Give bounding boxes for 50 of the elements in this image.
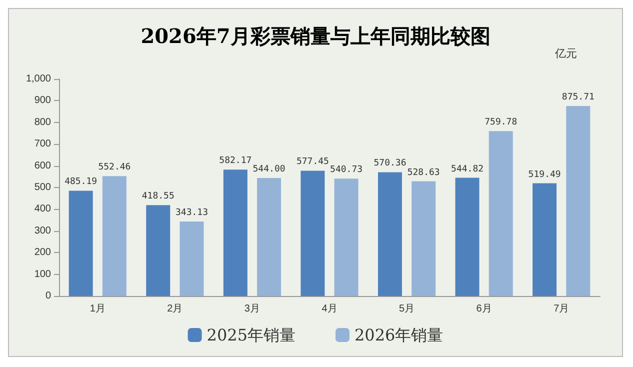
x-tick-label: 5月 [399,304,415,314]
y-tick-label: 900 [34,95,52,106]
data-label: 540.73 [330,165,363,176]
bar [180,222,204,296]
y-tick-label: 1,000 [26,74,52,84]
data-label: 544.82 [451,164,484,174]
bar [146,205,170,296]
bar [378,172,402,296]
bar [334,178,358,296]
x-tick-label: 7月 [554,304,570,314]
bar [455,178,480,296]
y-axis-title: 亿元 [554,47,577,60]
y-tick-label: 600 [34,160,52,172]
bar [532,183,557,296]
data-label: 418.55 [142,192,174,202]
legend-label: 2026年销量 [354,326,444,344]
data-label: 552.46 [98,162,131,173]
x-tick-label: 4月 [322,304,338,314]
x-tick-label: 6月 [476,304,492,314]
y-tick-label: 800 [34,116,52,128]
x-tick-label: 3月 [244,304,260,314]
bar [257,178,282,296]
y-tick-label: 400 [34,204,52,215]
x-tick-label: 1月 [90,304,106,314]
y-tick-label: 300 [34,225,52,236]
bar [68,190,93,296]
data-label: 544.00 [252,164,286,174]
y-tick-label: 100 [34,268,52,280]
bar [300,170,325,296]
data-label: 582.17 [219,156,252,166]
bar [102,176,126,296]
bar [412,181,436,296]
x-tick-label: 2月 [167,304,183,314]
data-label: 875.71 [562,92,594,102]
data-label: 343.13 [175,208,208,218]
data-label: 519.49 [528,170,561,180]
data-label: 570.36 [374,158,406,169]
legend-label: 2025年销量 [206,326,296,344]
data-label: 528.63 [407,168,440,178]
y-tick-label: 500 [34,182,52,193]
y-tick-label: 0 [45,290,52,302]
data-label: 485.19 [64,177,98,188]
bar [223,170,248,296]
y-tick-label: 700 [34,138,52,150]
bar [566,106,590,296]
bar [488,131,513,296]
chart-title: 2026年7月彩票销量与上年同期比较图 [140,24,490,48]
data-label: 759.78 [484,118,518,128]
y-tick-label: 200 [34,247,52,258]
data-label: 577.45 [296,157,329,168]
